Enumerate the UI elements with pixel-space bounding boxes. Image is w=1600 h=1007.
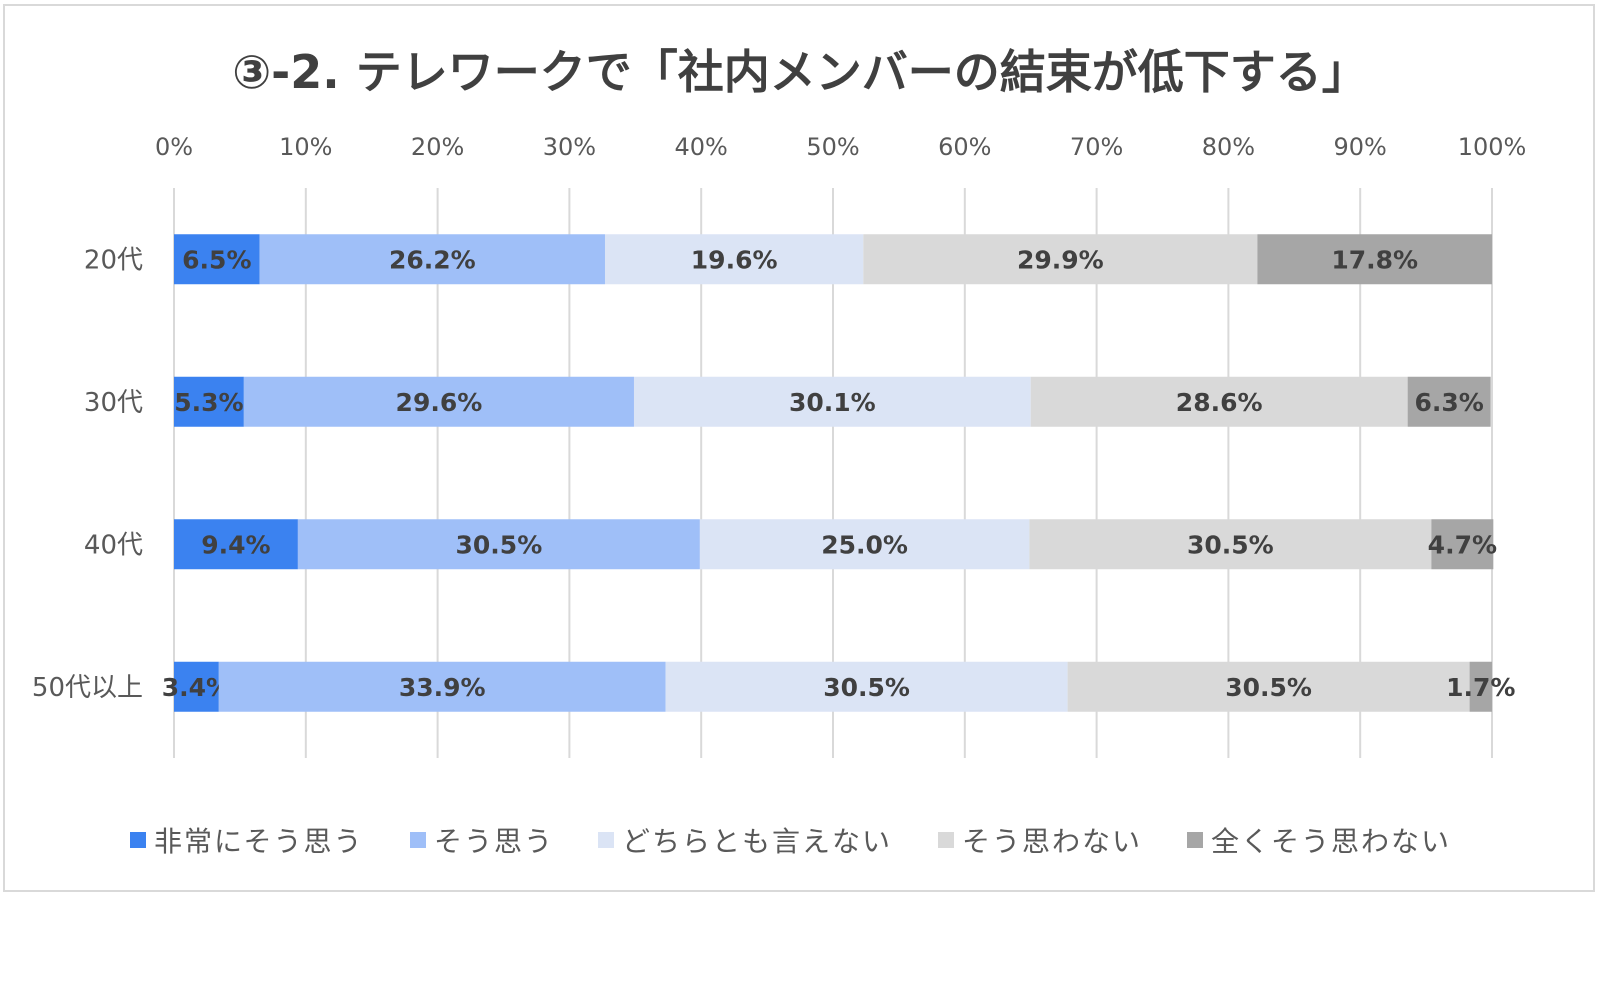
x-tick-label: 80% bbox=[1202, 133, 1255, 161]
bar-segment bbox=[1067, 661, 1470, 712]
data-label: 25.0% bbox=[821, 530, 908, 559]
bar-segment bbox=[1029, 519, 1432, 570]
bar-segment bbox=[174, 661, 219, 712]
x-tick-label: 20% bbox=[411, 133, 464, 161]
x-tick-label: 90% bbox=[1334, 133, 1387, 161]
bar-segment bbox=[699, 519, 1030, 570]
category-label: 30代 bbox=[84, 388, 143, 418]
data-label: 17.8% bbox=[1331, 245, 1418, 274]
bar-segment bbox=[297, 519, 700, 570]
legend-item: そう思う bbox=[410, 820, 554, 860]
x-tick-label: 30% bbox=[543, 133, 596, 161]
data-label: 30.5% bbox=[1187, 530, 1274, 559]
data-label: 28.6% bbox=[1176, 388, 1263, 417]
x-tick-label: 50% bbox=[806, 133, 859, 161]
data-label: 29.6% bbox=[396, 388, 483, 417]
data-label: 1.7% bbox=[1446, 673, 1515, 702]
category-label: 50代以上 bbox=[32, 673, 143, 703]
bar-segment bbox=[174, 376, 244, 427]
data-label: 9.4% bbox=[201, 530, 270, 559]
legend-item: 全くそう思わない bbox=[1187, 820, 1451, 860]
bar-segment bbox=[633, 376, 1031, 427]
x-tick-label: 40% bbox=[675, 133, 728, 161]
bar-segment bbox=[218, 661, 666, 712]
bar-segment bbox=[1030, 376, 1408, 427]
bar-segment bbox=[1407, 376, 1491, 427]
data-label: 4.7% bbox=[1428, 530, 1497, 559]
data-label: 6.5% bbox=[182, 245, 251, 274]
bar-segment bbox=[259, 234, 605, 285]
category-label: 20代 bbox=[84, 245, 143, 275]
bar-segment bbox=[1469, 661, 1492, 712]
data-label: 6.3% bbox=[1414, 388, 1483, 417]
data-label: 33.9% bbox=[399, 673, 486, 702]
legend-label: そう思わない bbox=[962, 825, 1143, 858]
data-label: 30.5% bbox=[456, 530, 543, 559]
bar-segment bbox=[1257, 234, 1492, 285]
bar-segment bbox=[174, 234, 260, 285]
chart-frame bbox=[3, 4, 1595, 892]
data-label: 30.5% bbox=[1225, 673, 1312, 702]
x-tick-label: 60% bbox=[938, 133, 991, 161]
x-tick-label: 0% bbox=[155, 133, 193, 161]
chart-title: ③-2. テレワークで「社内メンバーの結束が低下する」 bbox=[232, 45, 1368, 99]
data-label: 29.9% bbox=[1017, 245, 1104, 274]
chart-legend: 非常にそう思う そう思う どちらとも言えない そう思わない 全くそう思わない bbox=[0, 820, 1600, 860]
bar-segment bbox=[863, 234, 1258, 285]
legend-swatch bbox=[598, 832, 614, 848]
legend-item: そう思わない bbox=[938, 820, 1142, 860]
legend-item: どちらとも言えない bbox=[598, 820, 892, 860]
legend-label: どちらとも言えない bbox=[622, 825, 893, 858]
data-label: 26.2% bbox=[389, 245, 476, 274]
legend-swatch bbox=[938, 832, 954, 848]
data-label: 19.6% bbox=[691, 245, 778, 274]
bar-segment bbox=[243, 376, 634, 427]
category-label: 40代 bbox=[84, 530, 143, 560]
data-label: 30.1% bbox=[789, 388, 876, 417]
bar-segment bbox=[174, 519, 298, 570]
data-label: 5.3% bbox=[174, 388, 243, 417]
legend-label: 非常にそう思う bbox=[154, 825, 364, 858]
bar-segment bbox=[604, 234, 864, 285]
legend-label: そう思う bbox=[434, 825, 555, 858]
bar-segment bbox=[665, 661, 1068, 712]
x-tick-label: 100% bbox=[1458, 133, 1527, 161]
bar-segment bbox=[1431, 519, 1494, 570]
legend-item: 非常にそう思う bbox=[130, 820, 363, 860]
legend-label: 全くそう思わない bbox=[1211, 825, 1452, 858]
legend-swatch bbox=[130, 832, 146, 848]
x-tick-label: 70% bbox=[1070, 133, 1123, 161]
data-label: 30.5% bbox=[823, 673, 910, 702]
x-tick-label: 10% bbox=[279, 133, 332, 161]
legend-swatch bbox=[1187, 832, 1203, 848]
legend-swatch bbox=[410, 832, 426, 848]
